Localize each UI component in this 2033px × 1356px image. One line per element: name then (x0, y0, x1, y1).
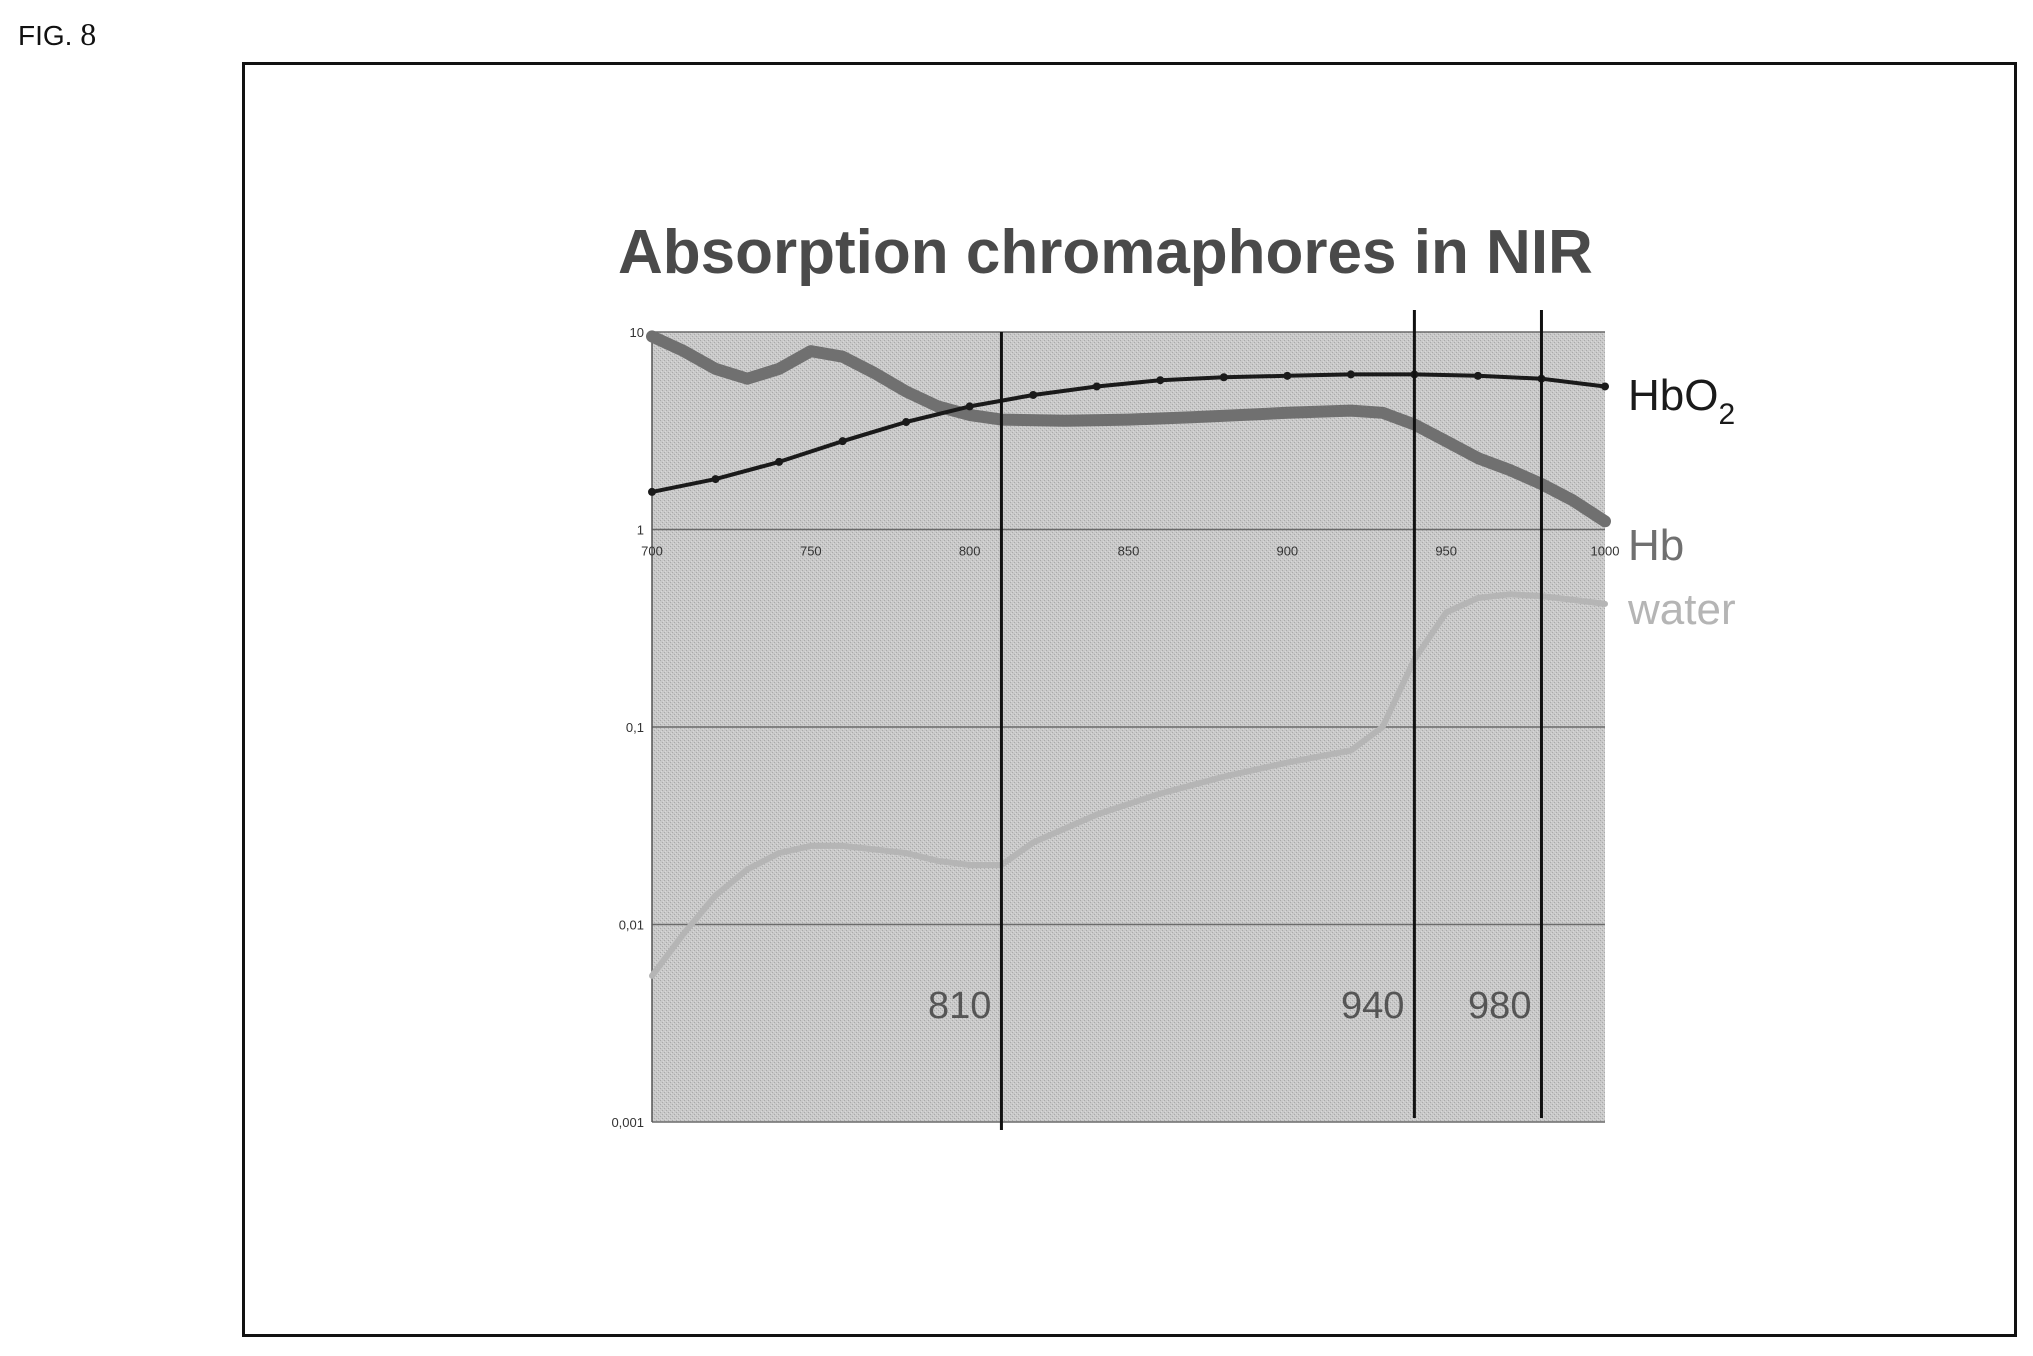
series-point-hbo2 (1601, 382, 1609, 391)
x-tick-label: 750 (800, 544, 822, 559)
series-point-hbo2 (902, 418, 911, 427)
label-layer: HbO2 Hb water (1627, 371, 1736, 634)
series-label-water: water (1627, 585, 1736, 634)
x-tick-label: 1000 (1591, 544, 1620, 559)
x-tick-label: 700 (641, 544, 663, 559)
series-line-hb (646, 330, 1611, 528)
figure-label: FIG. 8 (18, 16, 96, 53)
series-point-hbo2 (1219, 373, 1228, 382)
y-tick-label: 0,01 (619, 918, 644, 933)
x-tick-label: 950 (1435, 544, 1457, 559)
series-point-hbo2 (775, 457, 784, 466)
chart-title: Absorption chromaphores in NIR (618, 218, 1593, 287)
figure-frame (242, 62, 2017, 1337)
series-point-hbo2 (1029, 390, 1038, 399)
wavelength-marker-label: 810 (928, 985, 991, 1027)
grid-layer (651, 331, 1605, 1123)
wavelength-marker-label: 980 (1468, 985, 1531, 1027)
wavelength-marker-label: 940 (1341, 985, 1404, 1027)
series-label-hbo2-name: HbO (1628, 371, 1718, 420)
series-label-hb: Hb (1628, 521, 1684, 570)
tick-layer: 10 1 0,1 0,01 0,001 700 750 800 850 900 950 1000 (611, 325, 1619, 1130)
series-line-water (649, 591, 1608, 979)
series-point-hbo2 (1346, 370, 1355, 379)
x-tick-label: 800 (959, 544, 981, 559)
series-point-hbo2 (1283, 371, 1292, 380)
series-label-hbo2-subscript: 2 (1718, 398, 1735, 431)
series-label-hbo2: HbO2 (1628, 371, 1735, 431)
series-point-hbo2 (1092, 382, 1101, 391)
series-point-hbo2 (838, 437, 847, 446)
figure-label-number: 8 (80, 16, 97, 52)
marker-layer: 810 940 980 (928, 310, 1543, 1130)
series-point-hbo2 (648, 487, 656, 496)
series-layer (646, 330, 1611, 979)
x-tick-label: 850 (1118, 544, 1140, 559)
series-point-hbo2 (1473, 371, 1482, 380)
y-tick-label: 1 (637, 523, 644, 538)
series-point-hbo2 (1156, 376, 1165, 385)
series-point-hbo2 (711, 475, 720, 484)
y-tick-label: 10 (630, 325, 644, 340)
series-line-hbo (650, 372, 1607, 494)
series-point-hbo2 (965, 402, 974, 411)
y-tick-label: 0,1 (626, 720, 644, 735)
y-tick-label: 0,001 (611, 1115, 644, 1130)
x-tick-label: 900 (1276, 544, 1298, 559)
figure-label-prefix: FIG. (18, 20, 73, 51)
